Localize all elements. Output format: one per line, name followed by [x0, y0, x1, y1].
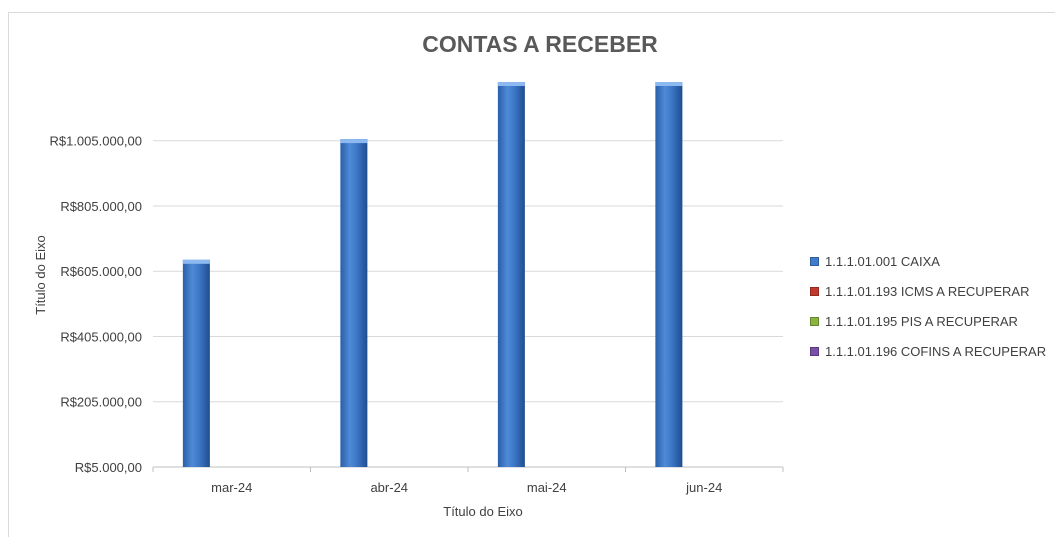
x-tick-label: abr-24: [370, 480, 408, 495]
x-tick-label: jun-24: [685, 480, 722, 495]
x-axis-ticks: mar-24 abr-24 mai-24 jun-24: [152, 467, 784, 495]
y-axis-ticks: R$5.000,00 R$205.000,00 R$405.000,00 R$605.…: [49, 134, 142, 475]
legend-item: 1.1.1.01.196 COFINS A RECUPERAR: [810, 336, 1046, 366]
x-tick-label: mar-24: [211, 480, 252, 495]
legend-label: 1.1.1.01.196 COFINS A RECUPERAR: [825, 343, 1047, 359]
y-axis-title: Título do Eixo: [33, 235, 48, 315]
legend-item: 1.1.1.01.001 CAIXA: [810, 246, 1046, 276]
legend-swatch: [810, 316, 819, 326]
gridlines: [153, 140, 783, 468]
legend-label: 1.1.1.01.193 ICMS A RECUPERAR: [825, 283, 1030, 299]
legend-swatch: [810, 256, 819, 266]
y-tick-label: R$1.005.000,00: [49, 134, 142, 149]
legend-label: 1.1.1.01.195 PIS A RECUPERAR: [825, 313, 1018, 329]
bar-top-highlight: [182, 259, 210, 264]
legend-swatch: [810, 346, 819, 356]
legend-item: 1.1.1.01.193 ICMS A RECUPERAR: [810, 276, 1046, 306]
bar-abr-24: [340, 139, 368, 467]
bar-top-highlight: [497, 82, 525, 86]
bar-top-highlight: [655, 82, 683, 86]
bar-mai-24: [497, 82, 525, 467]
legend: 1.1.1.01.001 CAIXA 1.1.1.01.193 ICMS A RE…: [810, 246, 1046, 366]
y-tick-label: R$805.000,00: [60, 199, 142, 214]
y-tick-label: R$605.000,00: [60, 264, 142, 279]
x-tick-label: mai-24: [527, 480, 567, 495]
chart-frame: [8, 12, 1055, 537]
bar-mar-24: [182, 259, 210, 467]
legend-swatch: [810, 286, 819, 296]
x-axis-title: Título do Eixo: [443, 504, 523, 519]
legend-label: 1.1.1.01.001 CAIXA: [825, 253, 940, 269]
bars: [182, 82, 683, 467]
y-tick-label: R$205.000,00: [60, 395, 142, 410]
bar-top-highlight: [340, 139, 368, 144]
bar-jun-24: [655, 82, 683, 467]
y-tick-label: R$405.000,00: [60, 329, 142, 344]
legend-item: 1.1.1.01.195 PIS A RECUPERAR: [810, 306, 1046, 336]
chart-title: CONTAS A RECEBER: [422, 31, 658, 57]
y-tick-label: R$5.000,00: [75, 460, 142, 475]
